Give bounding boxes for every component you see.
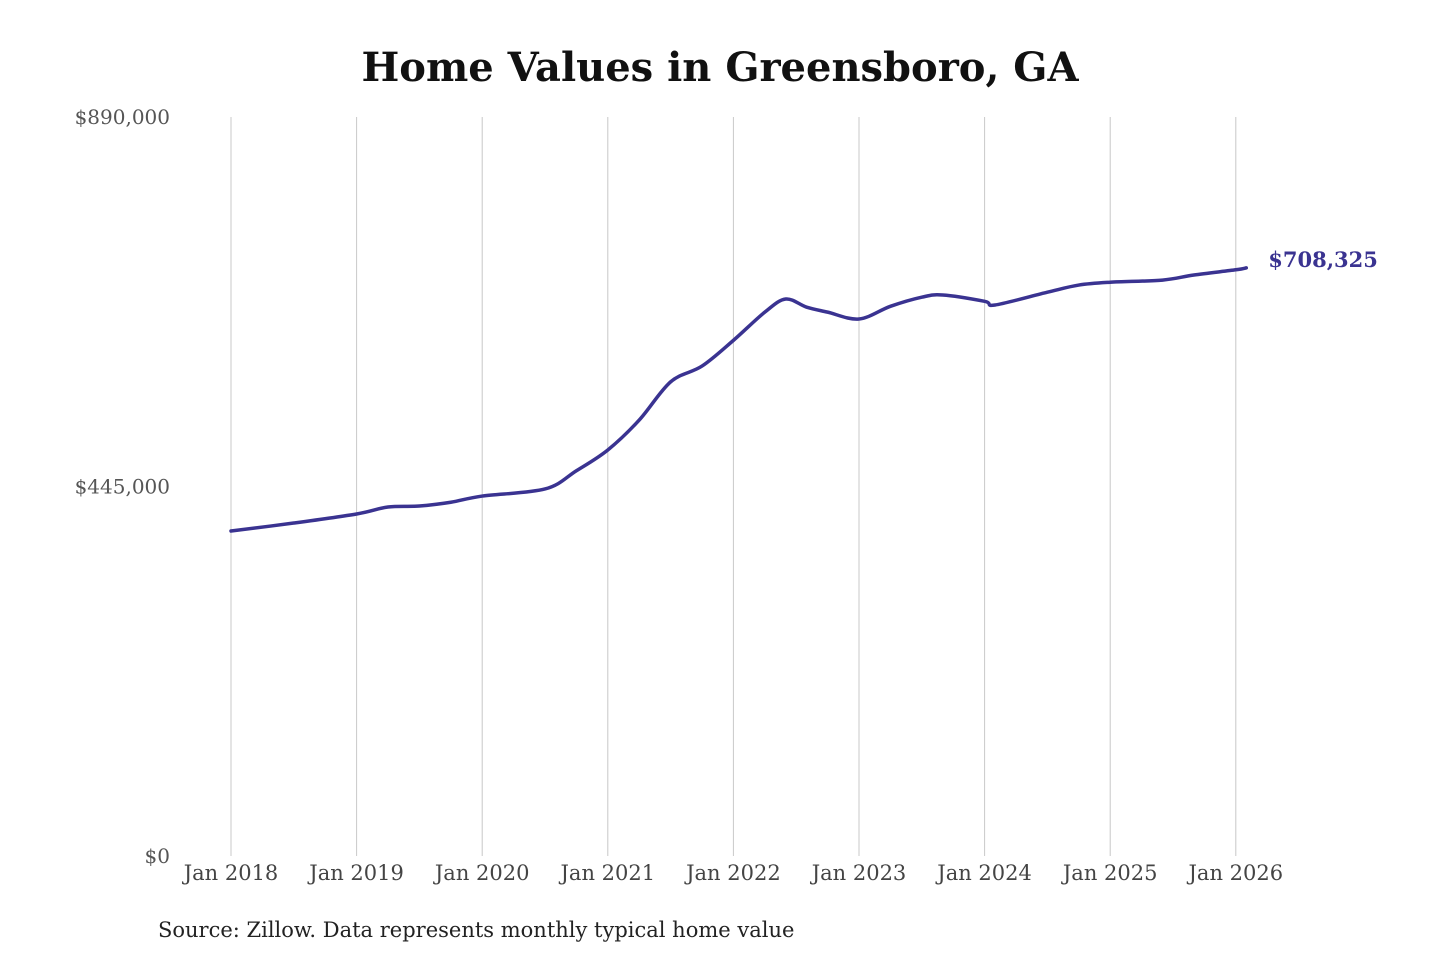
chart-title: Home Values in Greensboro, GA: [361, 44, 1079, 91]
series-line: [229, 266, 1249, 533]
y-tick-label: $445,000: [75, 475, 170, 499]
y-tick-label: $0: [145, 844, 170, 868]
x-tick-label: Jan 2024: [935, 861, 1032, 885]
x-tick-label: Jan 2026: [1187, 861, 1284, 885]
x-tick-label: Jan 2019: [307, 861, 404, 885]
x-tick-label: Jan 2020: [433, 861, 530, 885]
x-tick-label: Jan 2022: [684, 861, 781, 885]
y-tick-label: $890,000: [75, 105, 170, 129]
end-value-label: $708,325: [1268, 247, 1378, 272]
x-tick-label: Jan 2021: [559, 861, 656, 885]
x-tick-label: Jan 2025: [1061, 861, 1158, 885]
source-note: Source: Zillow. Data represents monthly …: [158, 918, 795, 942]
x-tick-label: Jan 2023: [810, 861, 907, 885]
x-tick-label: Jan 2018: [182, 861, 279, 885]
